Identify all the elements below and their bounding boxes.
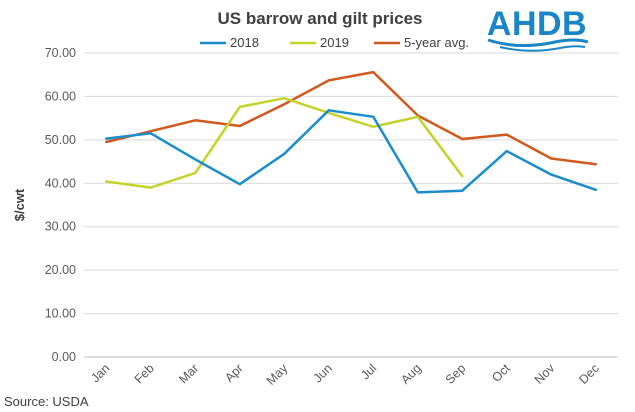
x-tick-label: Feb xyxy=(132,361,157,386)
logo-text: AHDB xyxy=(487,5,587,43)
x-tick-label: Jan xyxy=(88,361,112,385)
x-tick-label: Oct xyxy=(489,361,513,385)
legend: 2018 2019 5-year avg. xyxy=(200,35,469,50)
x-tick-label: Nov xyxy=(532,361,558,387)
y-axis-label: $/cwt xyxy=(12,188,27,221)
series-line-2018 xyxy=(105,109,598,194)
y-tick-label: 20.00 xyxy=(45,263,76,277)
source-note: Source: USDA xyxy=(4,394,89,409)
series-line-2019 xyxy=(105,96,464,189)
x-tick-label: Sep xyxy=(443,361,469,387)
x-tick-label: Jun xyxy=(311,361,335,385)
y-tick-label: 10.00 xyxy=(45,307,76,321)
legend-label: 2019 xyxy=(320,35,349,50)
chart-title: US barrow and gilt prices xyxy=(218,9,423,28)
x-tick-label: Jul xyxy=(358,361,379,382)
x-tick-label: May xyxy=(264,361,291,388)
y-tick-label: 30.00 xyxy=(45,220,76,234)
series-lines xyxy=(105,70,598,194)
y-tick-label: 70.00 xyxy=(45,46,76,60)
y-axis: 0.00 10.00 20.00 30.00 40.00 50.00 60.00 70.00 xyxy=(45,46,76,364)
x-tick-label: Apr xyxy=(222,361,246,385)
series-line-5-year-avg- xyxy=(105,70,598,166)
x-tick-label: Mar xyxy=(176,361,201,386)
y-tick-label: 50.00 xyxy=(45,133,76,147)
x-tick-label: Aug xyxy=(398,361,424,387)
logo-wave-2 xyxy=(499,45,586,52)
legend-label: 5-year avg. xyxy=(404,35,469,50)
ahdb-logo: AHDB xyxy=(487,5,589,52)
x-tick-label: Dec xyxy=(576,361,602,387)
x-axis: Jan Feb Mar Apr May Jun Jul Aug Sep Oct Nov Dec xyxy=(88,361,602,388)
y-tick-label: 60.00 xyxy=(45,89,76,103)
logo-wave-1 xyxy=(487,38,589,48)
legend-label: 2018 xyxy=(230,35,259,50)
y-tick-label: 0.00 xyxy=(52,350,76,364)
gridlines xyxy=(84,52,618,358)
y-tick-label: 40.00 xyxy=(45,176,76,190)
